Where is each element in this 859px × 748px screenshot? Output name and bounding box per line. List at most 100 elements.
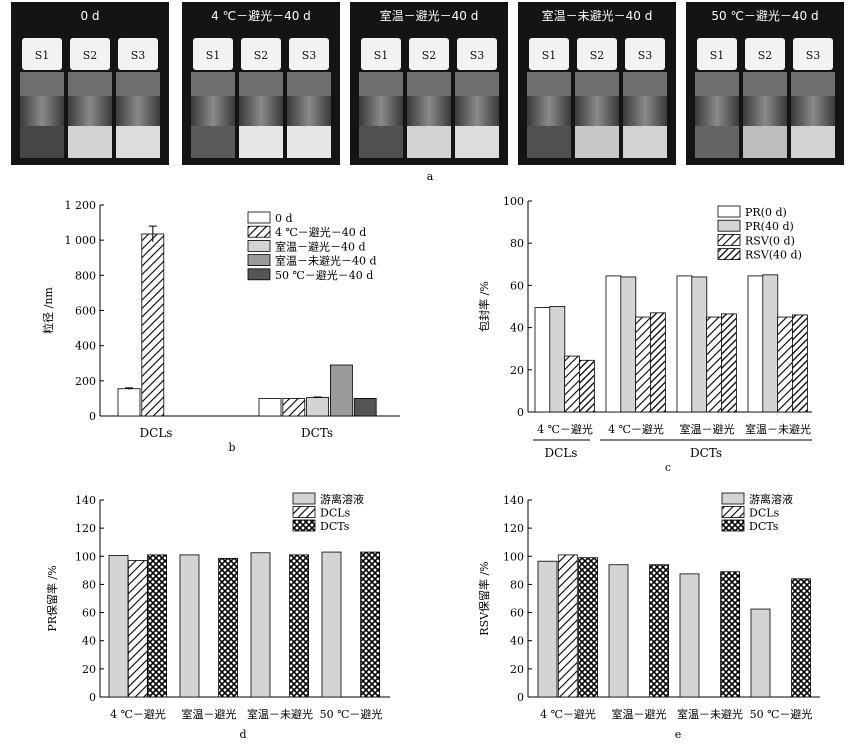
panel-letter: c xyxy=(665,461,671,474)
vial-neck xyxy=(695,72,739,96)
bar xyxy=(108,555,129,698)
vial-liquid xyxy=(20,126,64,158)
vial-cap-label: S1 xyxy=(206,49,221,62)
y-axis-label: 粒径 /nm xyxy=(41,287,55,334)
vial-liquid xyxy=(455,126,499,158)
vial-cap-label: S3 xyxy=(806,49,821,62)
bar xyxy=(250,552,271,698)
bar xyxy=(147,554,168,698)
bar xyxy=(792,314,808,413)
vial-cap-label: S3 xyxy=(302,49,317,62)
bar xyxy=(534,307,551,413)
legend-swatch xyxy=(717,233,741,246)
vial-neck xyxy=(407,72,451,96)
vial-liquid xyxy=(407,126,451,158)
panel-a-photos: 0 d S1 S2 S3 4 ℃－避光－40 d S1 S2 S3 室温－避光－40 d S1 S2… xyxy=(11,2,844,165)
x-category-label: 室温－未避光 xyxy=(745,422,811,436)
bar xyxy=(578,557,598,698)
vial-cap xyxy=(577,38,617,70)
vial-cap xyxy=(745,38,785,70)
y-tick-label: 40 xyxy=(510,635,524,648)
vial-neck xyxy=(287,72,331,96)
vial-cap xyxy=(457,38,497,70)
bar xyxy=(605,275,622,413)
legend-label: 室温－未避光－40 d xyxy=(275,254,377,268)
vial-neck xyxy=(191,72,235,96)
vial-cap xyxy=(193,38,233,70)
legend-swatch xyxy=(717,248,741,261)
x-category-label: 4 ℃－避光 xyxy=(110,707,166,721)
y-tick-label: 40 xyxy=(82,635,96,648)
legend-label: RSV(40 d) xyxy=(745,249,802,262)
vial-cap xyxy=(361,38,401,70)
vial-liquid xyxy=(743,126,787,158)
vial-cap xyxy=(793,38,833,70)
vial-cap xyxy=(409,38,449,70)
vial-neck xyxy=(791,72,835,96)
vial-glass xyxy=(239,96,283,126)
vial-liquid xyxy=(191,126,235,158)
y-tick-label: 20 xyxy=(510,663,524,676)
vial-neck xyxy=(20,72,64,96)
vial-glass xyxy=(623,96,667,126)
bar xyxy=(549,306,566,413)
photo-title: 0 d xyxy=(80,9,99,23)
y-tick-label: 120 xyxy=(503,522,524,535)
vial-glass xyxy=(68,96,112,126)
y-tick-label: 20 xyxy=(82,663,96,676)
photo-panel: 0 d S1 S2 S3 xyxy=(11,2,169,165)
vial-cap xyxy=(241,38,281,70)
vial-cap xyxy=(625,38,665,70)
legend-swatch xyxy=(247,268,271,281)
vial-liquid xyxy=(359,126,403,158)
y-tick-label: 20 xyxy=(510,364,524,377)
y-tick-label: 800 xyxy=(75,269,96,282)
legend-label: DCTs xyxy=(749,520,779,533)
vial-liquid xyxy=(239,126,283,158)
bar xyxy=(691,276,708,413)
vial-liquid xyxy=(575,126,619,158)
legend-swatch xyxy=(292,519,316,532)
y-tick-label: 100 xyxy=(75,550,96,563)
panel-letter: e xyxy=(675,728,682,741)
bar xyxy=(329,364,353,417)
vial-glass xyxy=(455,96,499,126)
x-category-label: 4 ℃－避光 xyxy=(608,422,664,436)
panel-c-encapsulation-chart: 0 20 40 60 80 100 包封率 /% PR(0 d)PR(40 d)RSV(0 d… xyxy=(477,195,812,474)
vial-neck xyxy=(623,72,667,96)
photo-title: 室温－未避光－40 d xyxy=(542,8,653,23)
x-category-label: 50 ℃－避光 xyxy=(320,707,383,721)
vial-cap xyxy=(70,38,110,70)
vial-glass xyxy=(287,96,331,126)
vial-cap xyxy=(697,38,737,70)
x-category-label: 4 ℃－避光 xyxy=(537,422,593,436)
legend-swatch xyxy=(292,492,316,505)
bar xyxy=(218,557,239,698)
y-tick-label: 140 xyxy=(503,494,524,507)
legend-swatch xyxy=(717,219,741,232)
y-tick-label: 140 xyxy=(75,494,96,507)
y-tick-label: 60 xyxy=(510,607,524,620)
legend-label: 游离溶液 xyxy=(320,492,364,506)
vial-cap-label: S2 xyxy=(422,49,437,62)
vial-cap-label: S3 xyxy=(470,49,485,62)
bar xyxy=(117,388,141,417)
x-category-label: 室温－避光 xyxy=(680,422,735,436)
vial-neck xyxy=(575,72,619,96)
y-tick-label: 100 xyxy=(503,550,524,563)
vial-liquid xyxy=(116,126,160,158)
photo-title: 4 ℃－避光－40 d xyxy=(211,9,311,23)
vial-liquid xyxy=(287,126,331,158)
x-category-label: 4 ℃－避光 xyxy=(540,707,596,721)
x-category-label: 室温－避光 xyxy=(182,707,237,721)
bar xyxy=(608,564,629,698)
bar xyxy=(141,233,165,417)
bar xyxy=(676,275,693,413)
y-tick-label: 1 200 xyxy=(65,199,97,212)
legend-label: DCLs xyxy=(320,507,351,520)
legend-label: 4 ℃－避光－40 d xyxy=(275,225,366,239)
legend-label: 50 ℃－避光－40 d xyxy=(275,268,373,282)
